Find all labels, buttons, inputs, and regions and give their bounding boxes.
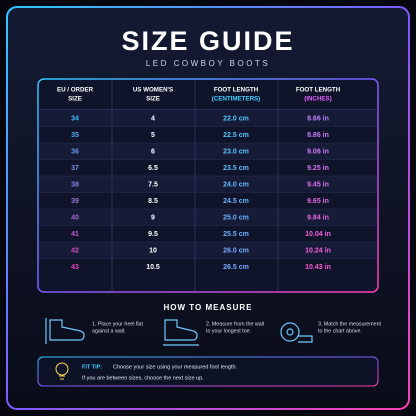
size-table: EU / ORDER SIZE US WOMEN'S SIZE FOOT LENGTH (… xyxy=(37,78,379,293)
cell: 22.0 cm xyxy=(223,116,249,123)
cell: 7.5 xyxy=(148,182,158,189)
subtitle: LED COWBOY BOOTS xyxy=(146,59,270,68)
tape-core xyxy=(286,328,294,336)
cell: 9.84 in xyxy=(307,215,329,222)
cell: 37 xyxy=(71,165,79,172)
boot-icon xyxy=(49,319,85,341)
cell: 25.0 cm xyxy=(223,215,249,222)
tape-icon xyxy=(280,322,300,342)
cell: 35 xyxy=(71,132,79,139)
cell: 6 xyxy=(151,149,155,156)
cell: 10.24 in xyxy=(305,248,331,255)
cell: 9.06 in xyxy=(307,149,329,156)
row-band xyxy=(39,143,377,160)
column-header: US WOMEN'S xyxy=(133,87,173,94)
cell: 41 xyxy=(71,231,79,238)
cell: 40 xyxy=(71,215,79,222)
cell: 9.45 in xyxy=(307,182,329,189)
cell: 10.04 in xyxy=(305,231,331,238)
cell: 26.5 cm xyxy=(223,264,249,271)
cell: 8.86 in xyxy=(307,132,329,139)
cell: 43 xyxy=(71,264,79,271)
column-header: EU / ORDER xyxy=(57,87,94,94)
foot-icon xyxy=(164,319,198,341)
step-text: against a wall. xyxy=(92,328,126,334)
tip-text: If you are between sizes, choose the nex… xyxy=(82,375,204,381)
cell: 34 xyxy=(71,116,79,123)
step-text: to your longest toe. xyxy=(206,328,251,334)
column-header: (CENTIMETERS) xyxy=(212,96,260,103)
cell: 5 xyxy=(151,132,155,139)
column-header: FOOT LENGTH xyxy=(214,87,259,94)
cell: 42 xyxy=(71,248,79,255)
cell: 9.65 in xyxy=(307,198,329,205)
cell: 24.0 cm xyxy=(223,182,249,189)
tip-box xyxy=(37,356,379,387)
row-band xyxy=(39,242,377,259)
cell: 23.0 cm xyxy=(223,149,249,156)
step-text: 1. Place your heel flat xyxy=(92,321,143,327)
step-text: 3. Match the measurement xyxy=(318,321,382,327)
cell: 25.5 cm xyxy=(223,231,249,238)
bulb-icon xyxy=(55,362,69,380)
title: SIZE GUIDE xyxy=(121,26,294,56)
step-text: to the chart above. xyxy=(318,328,362,334)
cell: 9.25 in xyxy=(307,165,329,172)
cell: 36 xyxy=(71,149,79,156)
cell: 8.66 in xyxy=(307,116,329,123)
cell: 6.5 xyxy=(148,165,158,172)
column-header: (INCHES) xyxy=(304,96,332,103)
column-header: SIZE xyxy=(68,96,82,103)
cell: 9 xyxy=(151,215,155,222)
cell: 10.43 in xyxy=(305,264,331,271)
tip-label: FIT TIP: xyxy=(82,364,102,370)
tip-text: Choose your size using your measured foo… xyxy=(113,364,238,370)
section-title: HOW TO MEASURE xyxy=(164,303,253,312)
cell: 23.5 cm xyxy=(223,165,249,172)
column-header: FOOT LENGTH xyxy=(296,87,341,94)
row-band xyxy=(39,110,377,127)
cell: 10 xyxy=(149,248,157,255)
step-text: 2. Measure from the wall xyxy=(206,321,264,327)
cell: 9.5 xyxy=(148,231,158,238)
icons xyxy=(45,318,313,346)
cell: 38 xyxy=(71,182,79,189)
cell: 10.5 xyxy=(146,264,160,271)
tape-strip xyxy=(298,335,313,343)
cell: 24.5 cm xyxy=(223,198,249,205)
cell: 39 xyxy=(71,198,79,205)
column-header: SIZE xyxy=(146,96,160,103)
row-band xyxy=(39,176,377,193)
cell: 4 xyxy=(151,116,155,123)
cell: 22.5 cm xyxy=(223,132,249,139)
cell: 8.5 xyxy=(148,198,158,205)
cell: 26.0 cm xyxy=(223,248,249,255)
row-band xyxy=(39,209,377,226)
